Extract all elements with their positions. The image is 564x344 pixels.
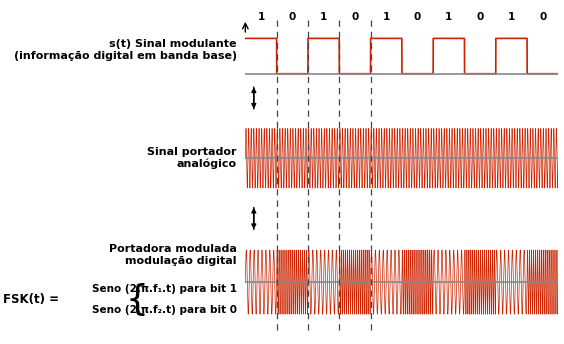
Text: 0: 0: [289, 12, 296, 22]
Text: $\{$: $\{$: [125, 281, 146, 318]
Text: 1: 1: [257, 12, 265, 22]
Text: 0: 0: [351, 12, 359, 22]
Text: 1: 1: [320, 12, 327, 22]
Text: 1: 1: [508, 12, 515, 22]
Text: Seno (2.π.f₁.t) para bit 1: Seno (2.π.f₁.t) para bit 1: [92, 284, 237, 294]
Text: 1: 1: [445, 12, 452, 22]
Text: 0: 0: [539, 12, 547, 22]
Text: 1: 1: [382, 12, 390, 22]
Text: 0: 0: [414, 12, 421, 22]
Text: s(t) Sinal modulante
(informação digital em banda base): s(t) Sinal modulante (informação digital…: [14, 39, 237, 61]
Text: FSK(t) =: FSK(t) =: [3, 293, 59, 306]
Text: 0: 0: [477, 12, 484, 22]
Text: Sinal portador
analógico: Sinal portador analógico: [147, 147, 237, 169]
Text: Seno (2.π.f₂.t) para bit 0: Seno (2.π.f₂.t) para bit 0: [92, 305, 237, 315]
Text: Portadora modulada
modulação digital: Portadora modulada modulação digital: [109, 244, 237, 266]
